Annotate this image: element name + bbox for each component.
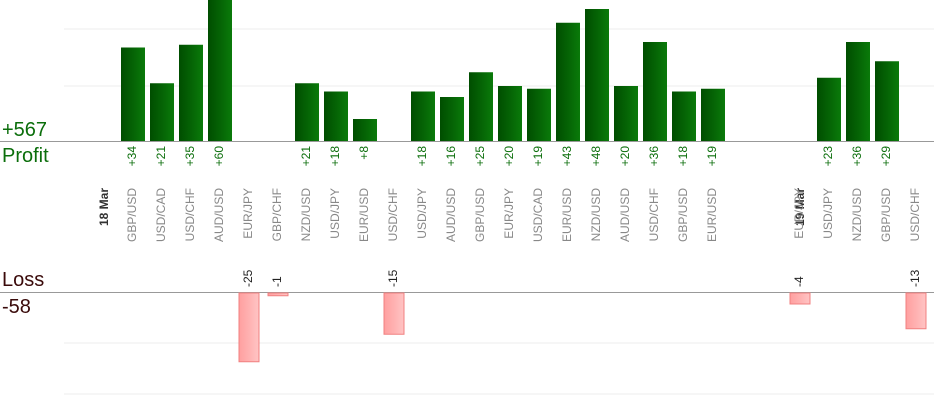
- profit-value-label: +60: [212, 146, 226, 167]
- profit-bar: [701, 88, 725, 141]
- profit-value-label: +16: [444, 146, 458, 167]
- profit-value-label: +20: [618, 146, 632, 167]
- loss-value-label: -1: [270, 276, 284, 287]
- profit-value-label: +19: [531, 146, 545, 167]
- pair-label: NZD/USD: [299, 188, 313, 242]
- profit-bar: [440, 97, 464, 141]
- pair-label: USD/JPY: [415, 188, 429, 239]
- pair-label: EUR/USD: [357, 188, 371, 242]
- profit-value-label: +19: [705, 146, 719, 167]
- profit-bar: [324, 91, 348, 141]
- profit-value-label: +8: [357, 146, 371, 160]
- profit-value-label: +36: [850, 146, 864, 167]
- profit-value-label: +23: [821, 146, 835, 167]
- profit-bar: [556, 22, 580, 141]
- profit-value-label: +29: [879, 146, 893, 167]
- loss-bar: [267, 292, 289, 297]
- pair-label: EUR/JPY: [502, 188, 516, 239]
- profit-bar: [817, 77, 841, 141]
- loss-value-label: -13: [908, 269, 922, 287]
- category-axis: 18 Mar 19 Mar GBP/USD USD/CAD USD/CHF AUD/USD…: [97, 188, 922, 242]
- loss-value-label: -15: [386, 269, 400, 287]
- date-label: 18 Mar: [97, 188, 111, 226]
- pair-label: EUR/USD: [560, 188, 574, 242]
- pair-label: AUD/USD: [618, 188, 632, 242]
- profit-value-label: +21: [154, 146, 168, 167]
- profit-bar: [295, 83, 319, 141]
- profit-value-label: +18: [328, 146, 342, 167]
- pair-label: USD/CAD: [531, 188, 545, 242]
- pair-label: GBP/USD: [125, 188, 139, 242]
- profit-bar: [672, 91, 696, 141]
- profit-value-label: +34: [125, 146, 139, 167]
- loss-total: -58: [2, 296, 31, 318]
- pair-label: NZD/USD: [589, 188, 603, 242]
- pair-label: USD/CHF: [386, 188, 400, 241]
- pair-label: NZD/USD: [850, 188, 864, 242]
- profit-value-label: +48: [589, 146, 603, 167]
- loss-label: Loss: [2, 269, 45, 291]
- profit-bar: [614, 86, 638, 141]
- loss-bar: [905, 292, 927, 330]
- loss-bar: [789, 292, 811, 305]
- loss-value-label: -25: [241, 269, 255, 287]
- profit-bar: [469, 72, 493, 141]
- pair-label: AUD/USD: [444, 188, 458, 242]
- profit-bar: [179, 44, 203, 141]
- pair-label: EUR/JPY: [241, 188, 255, 239]
- profit-bar: [585, 9, 609, 141]
- value-labels: +34 +21 +35 +60 -25 -1 +21 +18 +8 -15 +18 +16 +25 +20…: [125, 146, 922, 287]
- pair-label: USD/JPY: [821, 188, 835, 239]
- pair-label: GBP/USD: [879, 188, 893, 242]
- profit-total: +567: [2, 119, 48, 141]
- pair-label: GBP/USD: [473, 188, 487, 242]
- profit-value-label: +36: [647, 146, 661, 167]
- profit-bar: [498, 86, 522, 141]
- date-label: 19 Mar: [793, 188, 807, 226]
- profit-value-label: +18: [676, 146, 690, 167]
- profit-value-label: +20: [502, 146, 516, 167]
- pair-label: USD/CAD: [154, 188, 168, 242]
- profit-bar: [121, 47, 145, 141]
- profit-value-label: +35: [183, 146, 197, 167]
- bars: [121, 0, 927, 363]
- profit-bar: [353, 119, 377, 141]
- pair-label: GBP/USD: [676, 188, 690, 242]
- pair-label: EUR/JPY: [792, 188, 806, 239]
- profit-bar: [150, 83, 174, 141]
- pair-label: USD/CHF: [647, 188, 661, 241]
- pair-label: USD/CHF: [908, 188, 922, 241]
- pair-label: AUD/USD: [212, 188, 226, 242]
- loss-bar: [383, 292, 405, 335]
- profit-value-label: +21: [299, 146, 313, 167]
- pair-label: EUR/USD: [705, 188, 719, 242]
- loss-bar: [238, 292, 260, 363]
- profit-bar: [411, 91, 435, 141]
- loss-value-label: -4: [792, 276, 806, 287]
- profit-bar: [643, 42, 667, 141]
- profit-bar: [846, 42, 870, 141]
- pair-label: USD/JPY: [328, 188, 342, 239]
- profit-bar: [875, 61, 899, 141]
- pair-label: USD/CHF: [183, 188, 197, 241]
- profit-bar: [208, 0, 232, 141]
- pair-label: GBP/CHF: [270, 188, 284, 241]
- profit-value-label: +18: [415, 146, 429, 167]
- profit-value-label: +25: [473, 146, 487, 167]
- profit-label: Profit: [2, 145, 49, 167]
- profit-value-label: +43: [560, 146, 574, 167]
- profit-bar: [527, 88, 551, 141]
